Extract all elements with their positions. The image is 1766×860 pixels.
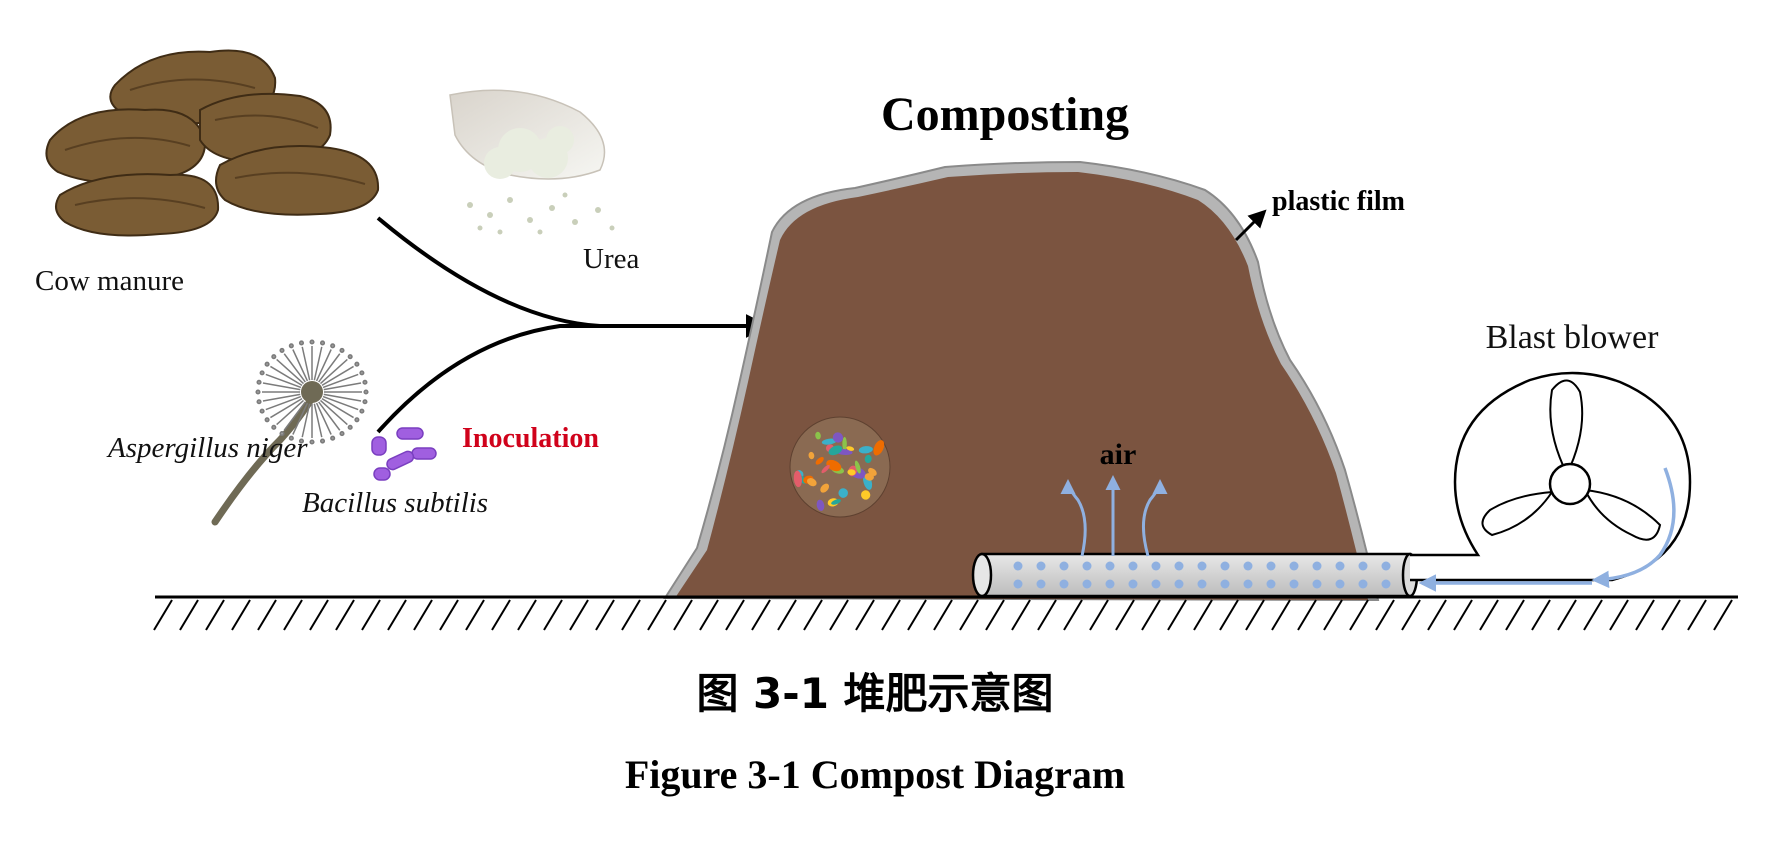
aspergillus-image bbox=[211, 339, 369, 526]
air-flow-arrows bbox=[1060, 475, 1168, 557]
plastic-film-label: plastic film bbox=[1272, 186, 1405, 217]
aeration-pipe bbox=[971, 552, 1419, 598]
microbe-cluster-icon bbox=[789, 416, 891, 518]
caption-chinese: 图 3-1 堆肥示意图 bbox=[696, 669, 1053, 718]
ground bbox=[153, 595, 1738, 631]
blast-blower-icon bbox=[1410, 371, 1692, 592]
caption-english: Figure 3-1 Compost Diagram bbox=[625, 752, 1125, 797]
urea-label: Urea bbox=[583, 243, 639, 275]
bacillus-image bbox=[371, 427, 437, 481]
inoculation-arrow bbox=[376, 324, 650, 434]
aspergillus-label: Aspergillus niger bbox=[106, 432, 308, 464]
cow-manure-image bbox=[45, 49, 380, 237]
bacillus-label: Bacillus subtilis bbox=[302, 487, 488, 519]
plastic-film-pointer bbox=[1234, 209, 1267, 242]
air-label: air bbox=[1100, 438, 1137, 471]
blast-blower-label: Blast blower bbox=[1486, 319, 1659, 356]
cow-manure-label: Cow manure bbox=[35, 265, 184, 297]
inoculation-label: Inoculation bbox=[462, 423, 599, 454]
diagram-title: Composting bbox=[881, 88, 1129, 141]
urea-image bbox=[448, 89, 628, 237]
